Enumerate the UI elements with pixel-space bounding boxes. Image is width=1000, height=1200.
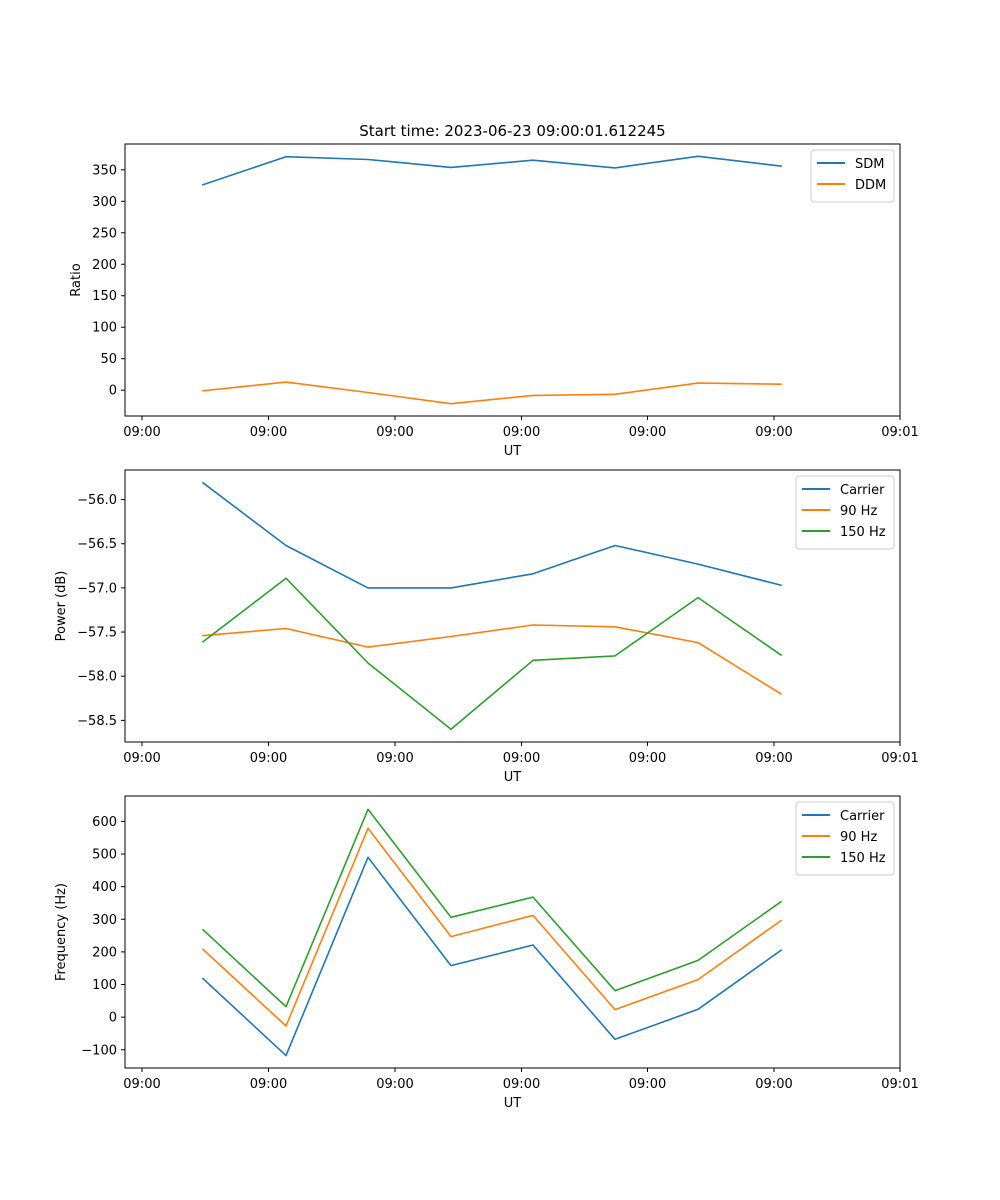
x-tick-label: 09:00 [250,425,287,440]
y-tick-label: 250 [92,226,117,241]
x-tick-label: 09:01 [881,425,918,440]
legend-label: DDM [855,178,886,193]
x-tick-label: 09:00 [123,751,160,766]
x-axis-label: UT [504,770,522,785]
x-tick-label: 09:00 [503,1077,540,1092]
y-tick-label: 200 [92,258,117,273]
x-tick-label: 09:00 [755,751,792,766]
x-tick-label: 09:00 [250,1077,287,1092]
x-tick-label: 09:00 [503,425,540,440]
series-line-150-hz [201,808,783,1008]
x-tick-label: 09:00 [376,425,413,440]
y-tick-label: 400 [92,880,117,895]
y-axis-label: Power (dB) [54,571,69,642]
x-axis-label: UT [504,1096,522,1111]
x-tick-label: 09:00 [755,1077,792,1092]
axes-frame [124,469,901,743]
x-tick-label: 09:00 [376,1077,413,1092]
y-tick-label: 350 [92,163,117,178]
legend-label: 150 Hz [840,525,886,540]
legend-label: Carrier [840,809,885,824]
y-tick-label: 150 [92,289,117,304]
x-axis-label: UT [504,444,522,459]
series-line-ddm [202,381,782,405]
panel-ratio: 09:00 09:00 09:00 09:00 09:00 09:00 09:01 0 50 10… [69,143,919,459]
x-tick-label: 09:01 [881,751,918,766]
y-tick-label: −100 [81,1043,117,1058]
legend-label: 90 Hz [840,830,877,845]
x-tick-label: 09:00 [755,425,792,440]
y-tick-label: 0 [109,384,117,399]
y-tick-label: −58.0 [77,670,117,685]
series-line-150-hz [201,577,783,731]
panel-frequency: 09:00 09:00 09:00 09:00 09:00 09:00 09:01 −100 0… [54,795,919,1111]
y-tick-label: 50 [100,352,117,367]
series-line-carrier [201,481,782,589]
figure-title: Start time: 2023-06-23 09:00:01.612245 [359,122,665,140]
x-tick-label: 09:00 [250,751,287,766]
x-tick-label: 09:00 [629,751,666,766]
y-tick-label: −57.0 [77,581,117,596]
y-tick-label: 500 [92,848,117,863]
y-tick-label: 300 [92,195,117,210]
y-tick-label: 100 [92,978,117,993]
legend-label: 90 Hz [840,504,877,519]
series-line-sdm [201,155,782,186]
y-tick-label: −57.5 [77,626,117,641]
axes-frame [124,795,901,1069]
y-axis-label: Ratio [69,263,84,296]
legend-label: SDM [855,157,884,172]
panel-power: 09:00 09:00 09:00 09:00 09:00 09:00 09:01 −58.5… [54,469,919,785]
y-tick-label: −56.0 [77,493,117,508]
series-line-90-hz [202,624,783,696]
legend-label: 150 Hz [840,851,886,866]
x-tick-label: 09:00 [123,1077,160,1092]
y-tick-label: 300 [92,913,117,928]
series-line-carrier [201,856,783,1057]
x-tick-label: 09:00 [629,425,666,440]
y-tick-label: 100 [92,321,117,336]
y-tick-label: 600 [92,815,117,830]
series-line-90-hz [201,827,783,1027]
x-tick-label: 09:00 [376,751,413,766]
x-tick-label: 09:01 [881,1077,918,1092]
y-tick-label: 0 [109,1011,117,1026]
x-tick-label: 09:00 [629,1077,666,1092]
y-tick-label: −56.5 [77,537,117,552]
x-tick-label: 09:00 [123,425,160,440]
x-tick-label: 09:00 [503,751,540,766]
y-tick-label: 200 [92,945,117,960]
legend-label: Carrier [840,483,885,498]
y-axis-label: Frequency (Hz) [54,883,69,981]
axes-frame [124,143,901,417]
y-tick-label: −58.5 [77,714,117,729]
